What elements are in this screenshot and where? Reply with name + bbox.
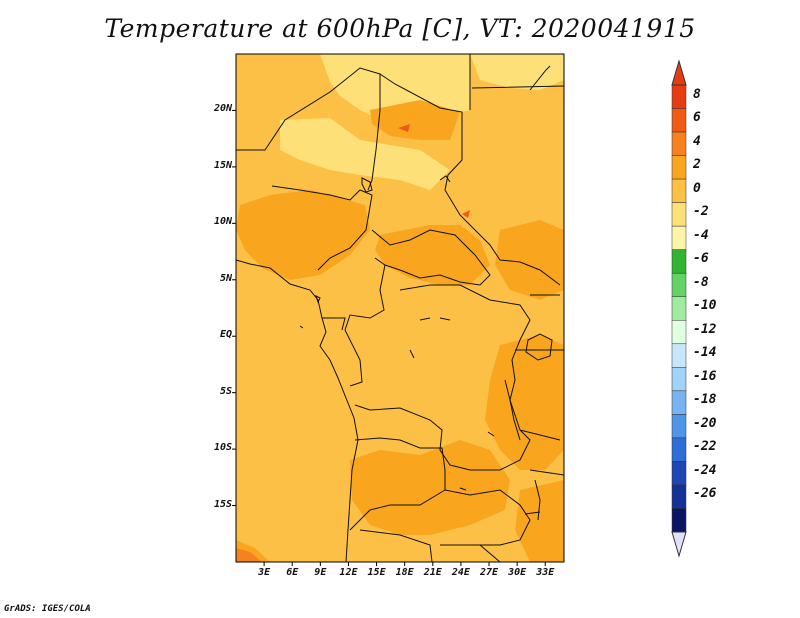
colorbar-segment <box>671 320 687 345</box>
border-outline <box>236 259 359 562</box>
colorbar-segment <box>671 367 687 392</box>
colorbar-segment <box>671 296 687 321</box>
colorbar-label: 8 <box>693 86 701 102</box>
colorbar-segment <box>671 484 687 509</box>
border-zambia <box>440 489 531 546</box>
lat-tick-label: 15S <box>213 498 232 510</box>
border-drc <box>354 284 531 471</box>
field-band-hot-spot-central <box>462 210 470 218</box>
border-uganda <box>515 294 564 351</box>
field-band-warm-central <box>375 225 490 285</box>
field-band-hot-spot-north <box>398 124 410 132</box>
border-tanzania <box>519 429 564 476</box>
lat-tick-label: 5S <box>219 385 232 397</box>
colorbar-label: -16 <box>693 368 717 384</box>
coast-lake-malawi <box>534 479 541 521</box>
lon-tick-label: 9E <box>314 567 327 578</box>
border-angola <box>349 437 446 531</box>
lon-tick-label: 21E <box>423 567 442 578</box>
colorbar-segment <box>671 225 687 250</box>
field-band-pale-ne <box>470 54 564 90</box>
grads-credit: GrADS: IGES/COLA <box>4 604 91 614</box>
lon-tick-label: 12E <box>339 567 358 578</box>
colorbar-label: -4 <box>693 227 709 243</box>
colorbar-label: -8 <box>693 274 709 290</box>
border-drc-north <box>344 264 386 331</box>
field-band-warm-southeast <box>515 480 564 562</box>
lon-tick-label: 15E <box>367 567 386 578</box>
lon-tick-label: 6E <box>286 567 299 578</box>
colorbar-label: -12 <box>693 321 717 337</box>
colorbar-segment <box>671 390 687 415</box>
colorbar-segment <box>671 508 687 533</box>
coast-lake-tanganyika <box>504 379 521 441</box>
colorbar-label: -18 <box>693 392 717 408</box>
coast-lake-chad <box>361 177 373 193</box>
border-south <box>359 529 501 562</box>
lat-tick-label: 20N <box>213 103 232 115</box>
colorbar-segment <box>671 343 687 368</box>
border-gabon <box>322 317 363 387</box>
colorbar-label: -2 <box>693 204 709 220</box>
border-coast-ne <box>529 65 551 91</box>
colorbar-top-arrow <box>671 59 687 86</box>
colorbar-segment <box>671 108 687 133</box>
border-ne <box>469 54 564 110</box>
colorbar-bottom-arrow <box>671 531 687 558</box>
colorbar-segment <box>671 131 687 156</box>
map-title: Temperature at 600hPa [C], VT: 202004191… <box>104 14 696 43</box>
lon-tick-label: 33E <box>536 567 555 578</box>
field-band-warm-north <box>370 100 460 140</box>
field-band-warm-east <box>495 220 564 300</box>
field-band-hot-spot-sw <box>236 548 262 562</box>
temperature-field <box>236 54 564 562</box>
colorbar-segment <box>671 155 687 180</box>
colorbar-segment <box>671 249 687 274</box>
field-band-pale-sahel <box>280 118 450 190</box>
colorbar-label: -6 <box>693 251 709 267</box>
lon-tick-label: 18E <box>395 567 414 578</box>
colorbar-label: 4 <box>693 133 701 149</box>
border-sahara <box>236 67 463 191</box>
lon-tick-label: 3E <box>258 567 271 578</box>
lat-tick-label: EQ <box>219 329 232 341</box>
border-car <box>371 229 491 286</box>
colorbar-segment <box>671 272 687 297</box>
coast-lake-victoria <box>525 333 553 361</box>
colorbar-label: -26 <box>693 486 717 502</box>
colorbar-segment <box>671 437 687 462</box>
colorbar-label: 0 <box>693 180 701 196</box>
coast-islands <box>299 295 541 515</box>
colorbar-segment <box>671 202 687 227</box>
colorbar-segment <box>671 461 687 486</box>
colorbar-label: -22 <box>693 439 717 455</box>
colorbar <box>671 59 687 558</box>
borders <box>236 54 564 562</box>
map-frame <box>235 53 565 563</box>
lat-tick-label: 10N <box>213 216 232 228</box>
lon-tick-label: 27E <box>479 567 499 578</box>
lon-tick-label: 30E <box>508 567 527 578</box>
colorbar-label: 6 <box>693 110 701 126</box>
lon-tick-label: 24E <box>451 567 470 578</box>
lat-tick-label: 15N <box>213 159 232 171</box>
colorbar-label: -24 <box>693 462 717 478</box>
colorbar-segment <box>671 178 687 203</box>
coast-ne-small <box>439 175 451 183</box>
lat-tick-label: 5N <box>219 272 232 284</box>
colorbar-label: -20 <box>693 415 717 431</box>
field-band-warm-south <box>350 440 510 535</box>
field-band-warm-west <box>236 190 370 280</box>
colorbar-segment <box>671 414 687 439</box>
colorbar-label: 2 <box>693 157 701 173</box>
colorbar-label: -10 <box>693 298 717 314</box>
border-sudan <box>444 189 561 286</box>
lat-tick-label: 10S <box>213 442 232 454</box>
colorbar-segment <box>671 84 687 109</box>
colorbar-label: -14 <box>693 345 717 361</box>
